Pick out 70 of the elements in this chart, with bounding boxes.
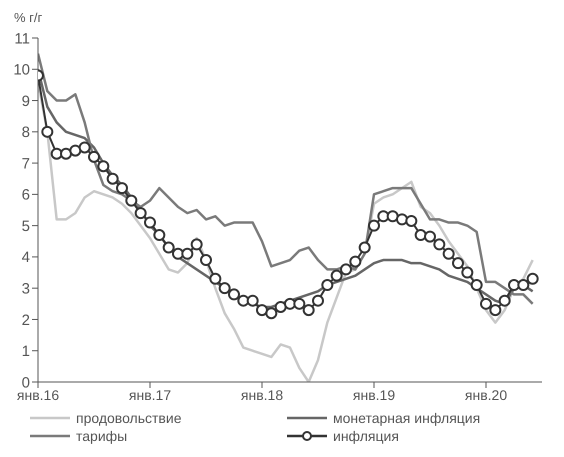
- point: [414, 229, 427, 242]
- point: [368, 220, 380, 232]
- point: [489, 304, 502, 316]
- point: [358, 242, 371, 254]
- y-tick-label: 6: [22, 186, 30, 204]
- y-tick-label: 3: [22, 280, 30, 298]
- point: [97, 160, 110, 172]
- legend-label: инфляция: [333, 428, 399, 444]
- y-tick-label: 7: [22, 155, 30, 172]
- point: [172, 248, 184, 260]
- point: [106, 172, 119, 185]
- y-tick-label: 1: [22, 343, 30, 360]
- point: [200, 254, 212, 266]
- point: [209, 272, 222, 285]
- point: [433, 238, 446, 250]
- point: [41, 126, 54, 138]
- y-tick-label: 4: [22, 249, 30, 266]
- point: [405, 214, 418, 227]
- point: [88, 150, 100, 163]
- y-tick-label: 11: [14, 30, 30, 48]
- point: [442, 248, 455, 260]
- legend-label: тарифы: [76, 428, 128, 444]
- point: [125, 194, 138, 207]
- point: [452, 257, 464, 270]
- y-tick-label: 5: [22, 218, 30, 235]
- point: [480, 298, 492, 310]
- point: [302, 304, 315, 316]
- point: [424, 230, 436, 243]
- point: [284, 298, 296, 310]
- point: [60, 148, 72, 160]
- point: [162, 242, 175, 254]
- y-tick-label: 2: [22, 312, 30, 329]
- point: [312, 294, 324, 307]
- point: [190, 238, 203, 250]
- point: [508, 279, 520, 292]
- legend-label: монетарная инфляция: [333, 410, 480, 426]
- point: [144, 216, 156, 229]
- point: [340, 263, 352, 276]
- point: [526, 272, 539, 285]
- y-tick-label: 8: [22, 124, 30, 142]
- point: [134, 207, 147, 220]
- point: [461, 266, 474, 279]
- x-tick-label: янв.19: [352, 386, 396, 403]
- point: [349, 256, 362, 268]
- point: [470, 279, 483, 292]
- point: [69, 144, 82, 157]
- point: [396, 213, 408, 226]
- point: [228, 288, 240, 300]
- x-tick-label: янв.17: [128, 386, 172, 403]
- point: [256, 304, 268, 316]
- point: [330, 270, 343, 282]
- y-tick-label: 9: [22, 92, 30, 110]
- x-tick-label: янв.20: [464, 386, 508, 403]
- legend-label: продовольствие: [76, 410, 182, 426]
- y-axis-title: % г/г: [14, 10, 42, 25]
- point: [293, 298, 306, 310]
- point: [265, 307, 278, 320]
- point: [116, 182, 128, 194]
- x-tick-label: янв.18: [240, 386, 284, 403]
- point: [386, 210, 399, 222]
- point: [498, 294, 511, 307]
- point: [274, 300, 287, 313]
- point: [78, 141, 91, 154]
- point: [153, 229, 166, 242]
- point: [246, 294, 259, 307]
- point: [321, 279, 334, 292]
- point: [181, 248, 194, 260]
- point: [218, 282, 231, 294]
- y-tick-label: 10: [13, 62, 30, 79]
- point: [517, 279, 530, 292]
